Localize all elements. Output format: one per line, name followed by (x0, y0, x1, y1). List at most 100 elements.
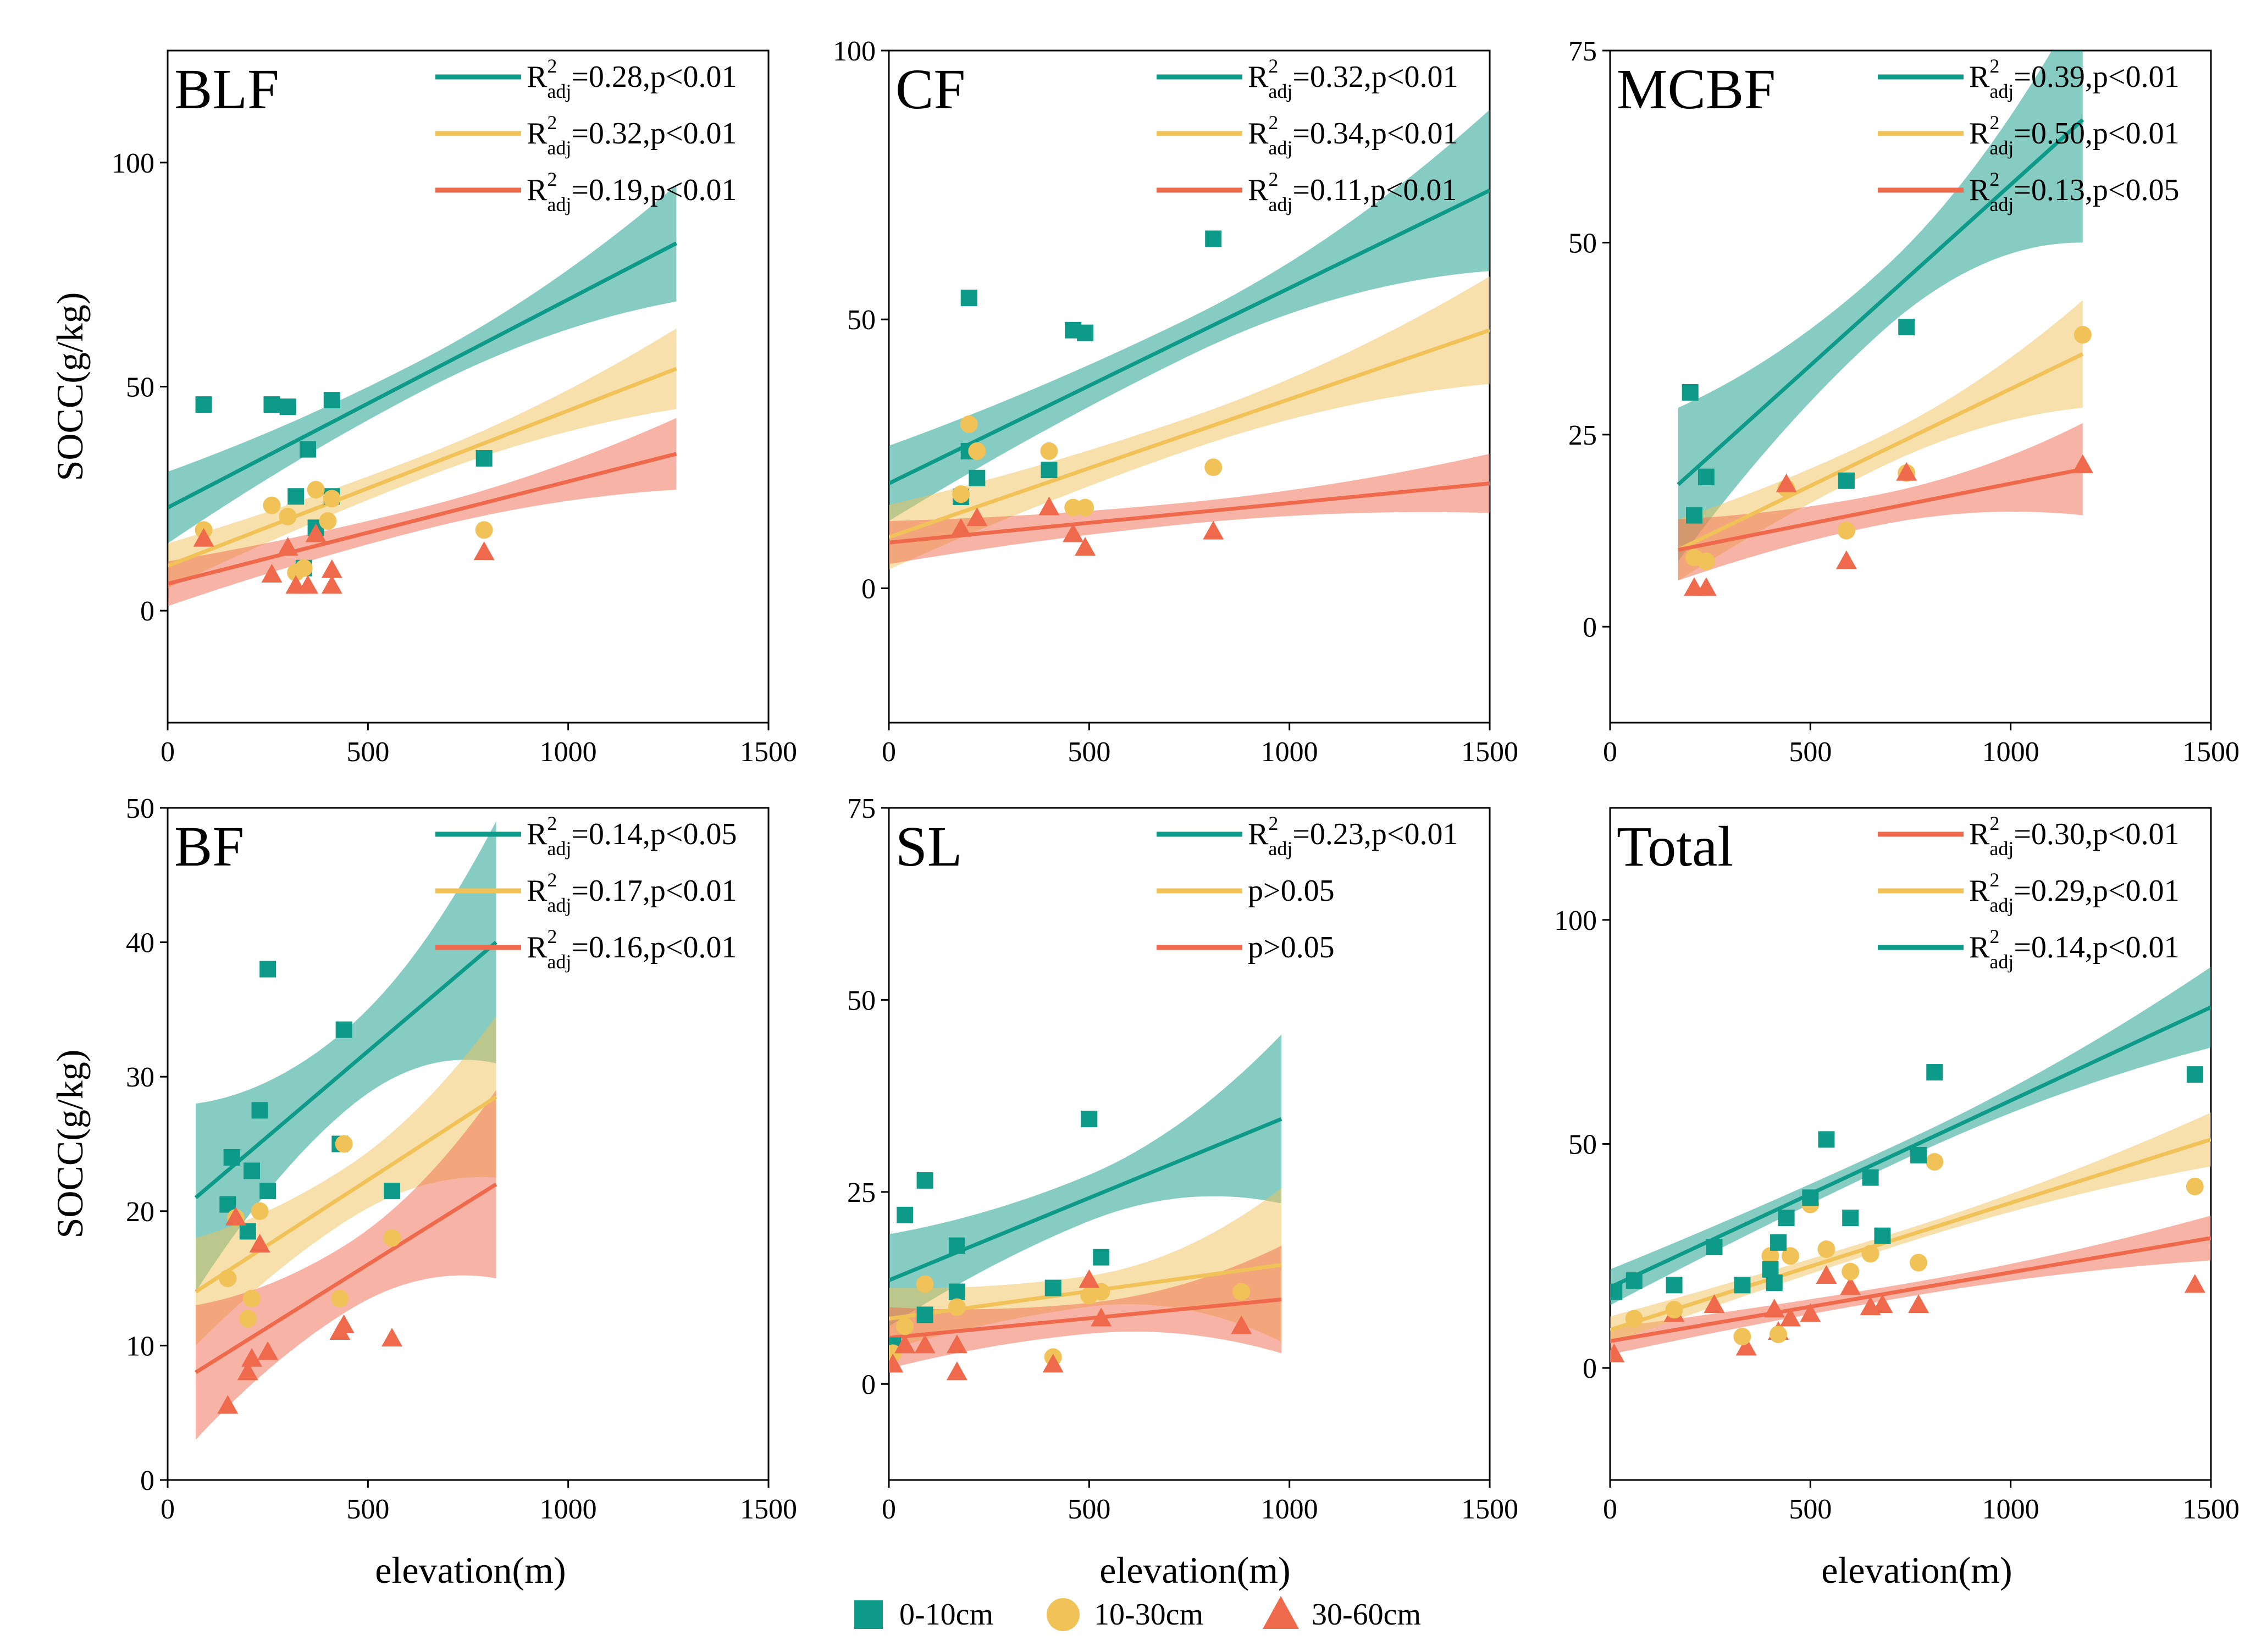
legend-stat-text: R2 adj=0.23,p<0.01 (1248, 812, 1458, 860)
data-point-0-10cm (239, 1223, 256, 1240)
legend-stat-text: R2 adj=0.13,p<0.05 (1969, 168, 2180, 215)
plot-area (889, 109, 1490, 570)
plot-frame (1609, 49, 2212, 724)
confidence-band-0-10cm (196, 821, 496, 1292)
confidence-band-0-10cm (1678, 51, 2083, 562)
legend-entry-10-30cm: R2 adj=0.32,p<0.01 (435, 112, 737, 159)
data-point-0-10cm (263, 396, 280, 413)
x-tick-label: 1000 (540, 1494, 597, 1525)
data-point-10-30cm (287, 563, 305, 581)
confidence-band-0-10cm (889, 109, 1490, 522)
x-tick-label: 0 (161, 736, 175, 768)
x-tick-label: 1000 (1261, 736, 1318, 768)
data-point-0-10cm (1077, 324, 1094, 341)
data-point-30-60cm (225, 1207, 246, 1226)
confidence-band-10-30cm (1610, 1112, 2211, 1344)
data-point-0-10cm (1898, 319, 1915, 336)
legend-stat-text: R2 adj=0.32,p<0.01 (1248, 55, 1458, 102)
data-point-0-10cm (223, 1149, 240, 1166)
data-point-0-10cm (948, 1283, 965, 1300)
data-point-0-10cm (1682, 384, 1699, 401)
data-point-30-60cm (257, 1341, 279, 1360)
data-point-0-10cm (1838, 472, 1855, 489)
panel-title: MCBF (1617, 58, 1776, 121)
legend-triangle-marker (1263, 1596, 1299, 1629)
data-point-0-10cm (323, 391, 340, 408)
data-point-0-10cm (279, 398, 296, 415)
confidence-band-0-10cm (168, 185, 677, 544)
panel-title: SL (895, 815, 962, 878)
panel-title: Total (1617, 815, 1733, 878)
data-point-30-60cm (237, 1361, 258, 1381)
y-axis-label: SOCC(g/kg) (49, 292, 91, 481)
data-point-30-60cm (950, 518, 972, 537)
bottom-legend-label: 30-60cm (1312, 1598, 1421, 1632)
data-point-30-60cm (1079, 1269, 1100, 1288)
panel-title: BLF (174, 58, 279, 121)
x-tick-label: 500 (1068, 736, 1110, 768)
data-point-10-30cm (239, 1310, 257, 1328)
y-axis-label: SOCC(g/kg) (49, 1050, 91, 1239)
y-tick-label: 50 (126, 372, 154, 403)
data-point-10-30cm (960, 415, 978, 433)
data-point-30-60cm (1816, 1265, 1837, 1284)
data-point-0-10cm (1862, 1169, 1879, 1186)
plot-frame (888, 807, 1491, 1481)
confidence-band-0-10cm (889, 1034, 1282, 1327)
data-point-10-30cm (1204, 458, 1223, 476)
data-point-0-10cm (897, 1206, 914, 1223)
data-point-0-10cm (1778, 1210, 1795, 1227)
y-tick-label: 50 (1568, 228, 1597, 259)
data-point-10-30cm (1761, 1247, 1779, 1265)
plot-area (168, 185, 678, 606)
x-tick-label: 0 (882, 736, 896, 768)
confidence-band-30-60cm (889, 453, 1490, 564)
panel-mcbf: 0 500 1000 1500 0 25 50 75 MCBF R2 adj=0.39,p<0.01… (1568, 36, 2240, 768)
data-point-0-10cm (1041, 462, 1058, 479)
legend-stat-text: R2 adj=0.28,p<0.01 (527, 55, 737, 102)
plot-area (1610, 967, 2211, 1362)
confidence-band-10-30cm (1678, 300, 2083, 581)
x-axis-label-left: elevation(m) (375, 1549, 566, 1591)
legend-entry-0-10cm: R2 adj=0.39,p<0.01 (1878, 55, 2180, 102)
data-point-10-30cm (331, 1289, 349, 1307)
data-point-0-10cm (1610, 1283, 1623, 1300)
panel-bf: 0 500 1000 1500 0 10 20 30 40 50 SOCC(g/kg) BF R2 adj… (49, 793, 797, 1525)
data-point-30-60cm (305, 523, 327, 542)
data-point-30-60cm (193, 528, 214, 547)
fit-line-30-60cm (889, 1298, 1282, 1340)
confidence-band-10-30cm (196, 1016, 496, 1346)
legend-entry-30-60cm: R2 adj=0.30,p<0.01 (1878, 812, 2180, 860)
data-point-10-30cm (1665, 1301, 1683, 1319)
legend-entry-10-30cm: p>0.05 (1157, 874, 1335, 908)
confidence-band-30-60cm (168, 418, 677, 606)
data-point-10-30cm (1910, 1254, 1928, 1272)
data-point-30-60cm (1872, 1294, 1893, 1313)
data-point-0-10cm (300, 441, 317, 458)
data-point-30-60cm (1763, 1299, 1785, 1318)
fit-line-0-10cm (889, 189, 1490, 485)
data-point-0-10cm (1818, 1131, 1835, 1148)
data-point-10-30cm (1733, 1328, 1751, 1346)
data-point-30-60cm (946, 1361, 967, 1381)
fit-line-10-30cm (1677, 352, 2084, 552)
x-tick-label: 0 (1603, 1494, 1617, 1525)
bottom-legend-label: 0-10cm (899, 1598, 993, 1632)
data-point-30-60cm (914, 1334, 936, 1354)
legend-entry-0-10cm: R2 adj=0.28,p<0.01 (435, 55, 737, 102)
data-point-30-60cm (249, 1233, 270, 1252)
data-point-10-30cm (952, 485, 970, 503)
data-point-0-10cm (335, 1021, 352, 1038)
legend-entry-30-60cm: R2 adj=0.11,p<0.01 (1157, 168, 1457, 215)
data-point-0-10cm (1686, 507, 1703, 524)
bottom-legend-item-0-10cm: 0-10cm (854, 1598, 993, 1632)
data-point-30-60cm (889, 1354, 904, 1373)
data-point-0-10cm (1842, 1210, 1859, 1227)
data-point-30-60cm (1091, 1307, 1112, 1327)
data-point-30-60cm (1896, 462, 1917, 481)
x-tick-label: 500 (1068, 1494, 1110, 1525)
data-point-30-60cm (1695, 577, 1717, 596)
data-point-10-30cm (383, 1229, 401, 1247)
data-point-30-60cm (2184, 1274, 2205, 1293)
